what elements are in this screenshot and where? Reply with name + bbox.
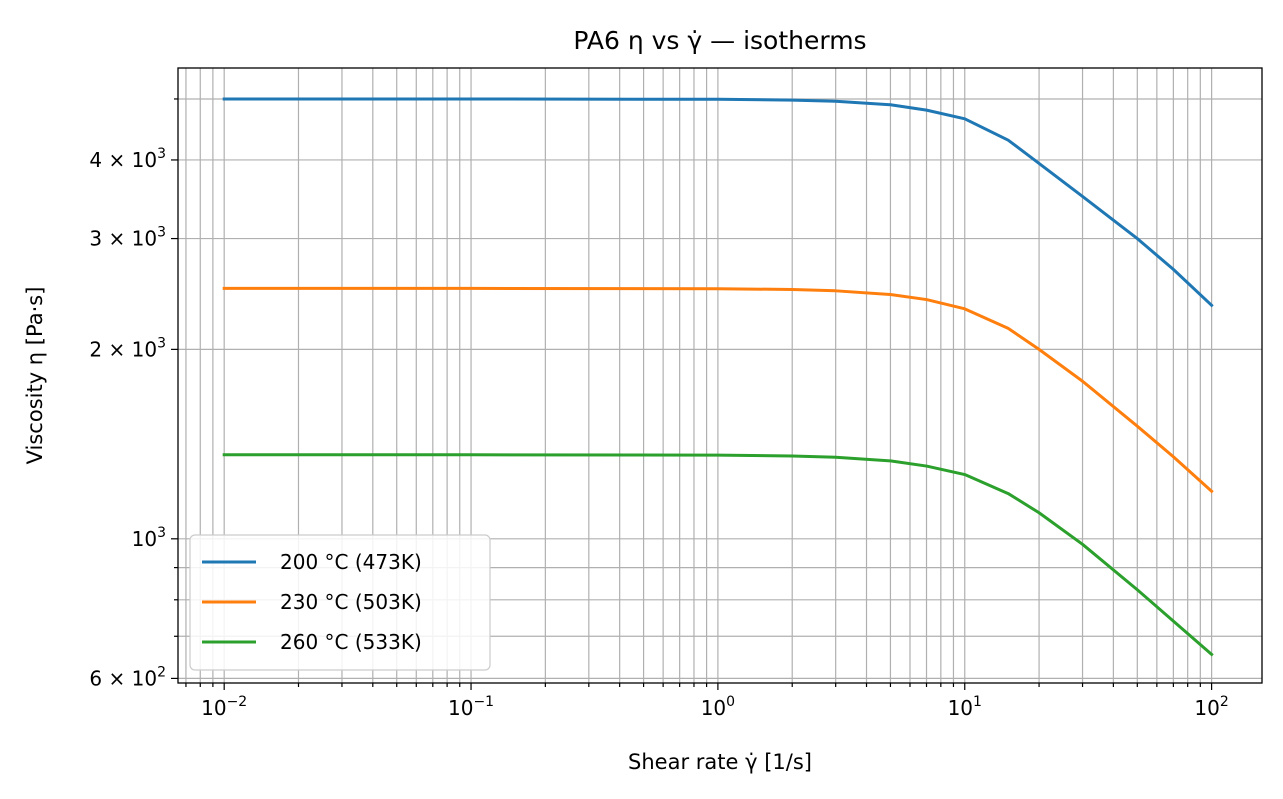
x-tick-label: 10−2 (201, 694, 247, 720)
series-line-2 (222, 286, 1214, 494)
x-tick-label: 102 (1194, 694, 1228, 720)
y-tick-label: 6 × 102 (89, 664, 166, 690)
axis-ticks: 10−2 10−1 100 101 102 6 × 102 103 2 × 103 3 × 10… (89, 98, 1229, 720)
legend-label: 230 °C (503K) (280, 590, 422, 614)
y-axis-title: Viscosity η [Pa·s] (23, 287, 47, 465)
y-tick-label: 3 × 103 (89, 225, 166, 251)
y-tick-label: 4 × 103 (89, 146, 166, 172)
x-axis-title: Shear rate γ̇ [1/s] (628, 750, 812, 774)
grid (178, 68, 1262, 683)
legend: 200 °C (473K) 230 °C (503K) 260 °C (533K) (189, 534, 491, 671)
chart-title: PA6 η vs γ̇ — isotherms (573, 26, 866, 55)
legend-box (189, 534, 491, 671)
plot-frame (177, 67, 1263, 684)
y-tick-label: 2 × 103 (89, 335, 166, 361)
y-tick-label: 103 (132, 525, 166, 551)
series-lines (222, 97, 1214, 657)
legend-label: 200 °C (473K) (280, 550, 422, 574)
x-tick-label: 101 (948, 694, 982, 720)
x-tick-label: 100 (701, 694, 735, 720)
series-line-3 (222, 453, 1214, 657)
series-line-1 (222, 97, 1214, 308)
legend-label: 260 °C (533K) (280, 630, 422, 654)
x-tick-label: 10−1 (448, 694, 494, 720)
